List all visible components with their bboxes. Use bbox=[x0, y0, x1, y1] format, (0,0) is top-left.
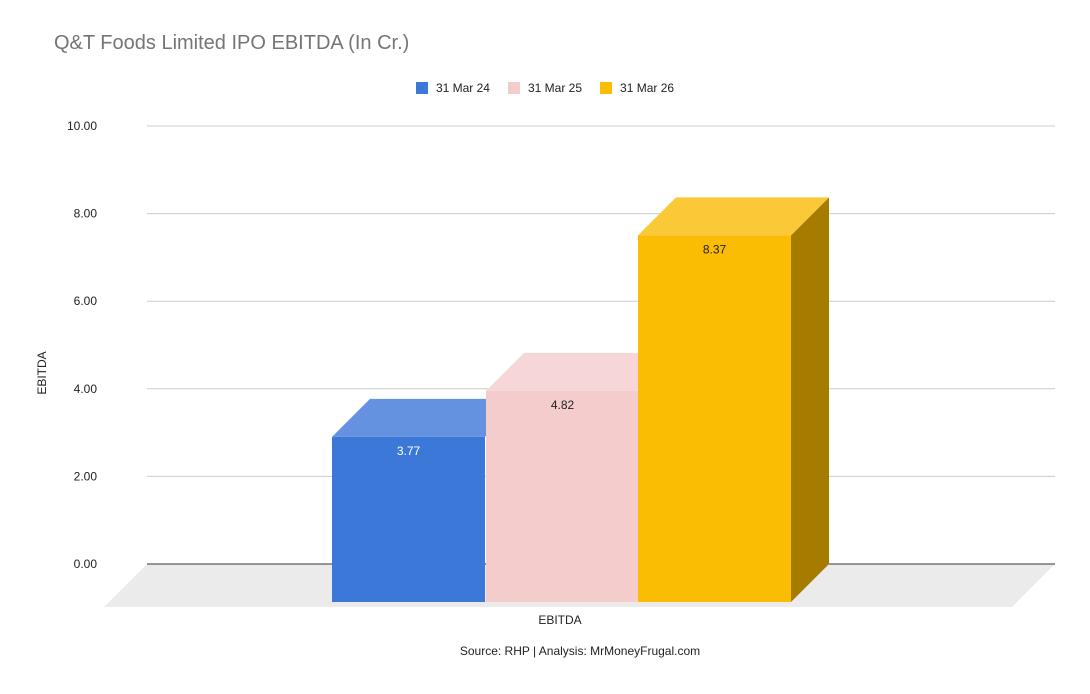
y-tick-label-4: 8.00 bbox=[74, 207, 98, 221]
x-category-label: EBITDA bbox=[538, 613, 581, 627]
bar-top-series-1 bbox=[332, 398, 523, 437]
chart-legend: 31 Mar 24 31 Mar 25 31 Mar 26 bbox=[0, 81, 1090, 95]
legend-item-series-2[interactable]: 31 Mar 25 bbox=[507, 81, 583, 95]
y-axis-label: EBITDA bbox=[35, 351, 49, 395]
bar-series-2 bbox=[486, 390, 639, 602]
legend-label-series-1: 31 Mar 24 bbox=[435, 81, 490, 95]
legend-swatch-series-3 bbox=[600, 82, 613, 94]
legend-swatch-series-1 bbox=[415, 82, 428, 94]
legend-label-series-2: 31 Mar 25 bbox=[527, 81, 583, 95]
chart-title: Q&T Foods Limited IPO EBITDA (In Cr.) bbox=[54, 32, 410, 54]
y-tick-label-2: 4.00 bbox=[74, 382, 98, 396]
source-note: Source: RHP | Analysis: MrMoneyFrugal.co… bbox=[459, 644, 701, 658]
bar-series-1 bbox=[332, 436, 485, 602]
legend-item-series-1[interactable]: 31 Mar 24 bbox=[415, 81, 490, 95]
bar-top-series-3 bbox=[638, 197, 829, 236]
bar-top-series-2 bbox=[486, 352, 677, 391]
y-tick-label-5: 10.00 bbox=[67, 119, 97, 133]
bar-side-series-3 bbox=[791, 197, 829, 603]
legend-swatch-series-2 bbox=[507, 82, 520, 94]
y-tick-label-3: 6.00 bbox=[74, 294, 98, 308]
legend-label-series-3: 31 Mar 26 bbox=[620, 81, 675, 95]
data-label-series-1: 3.77 bbox=[397, 444, 421, 458]
bar-series-3 bbox=[638, 235, 791, 603]
data-label-series-3: 8.37 bbox=[703, 242, 727, 256]
data-label-series-2: 4.82 bbox=[551, 398, 575, 412]
y-tick-label-0: 0.00 bbox=[74, 557, 98, 571]
y-tick-label-1: 2.00 bbox=[74, 469, 98, 483]
legend-item-series-3[interactable]: 31 Mar 26 bbox=[600, 81, 674, 95]
